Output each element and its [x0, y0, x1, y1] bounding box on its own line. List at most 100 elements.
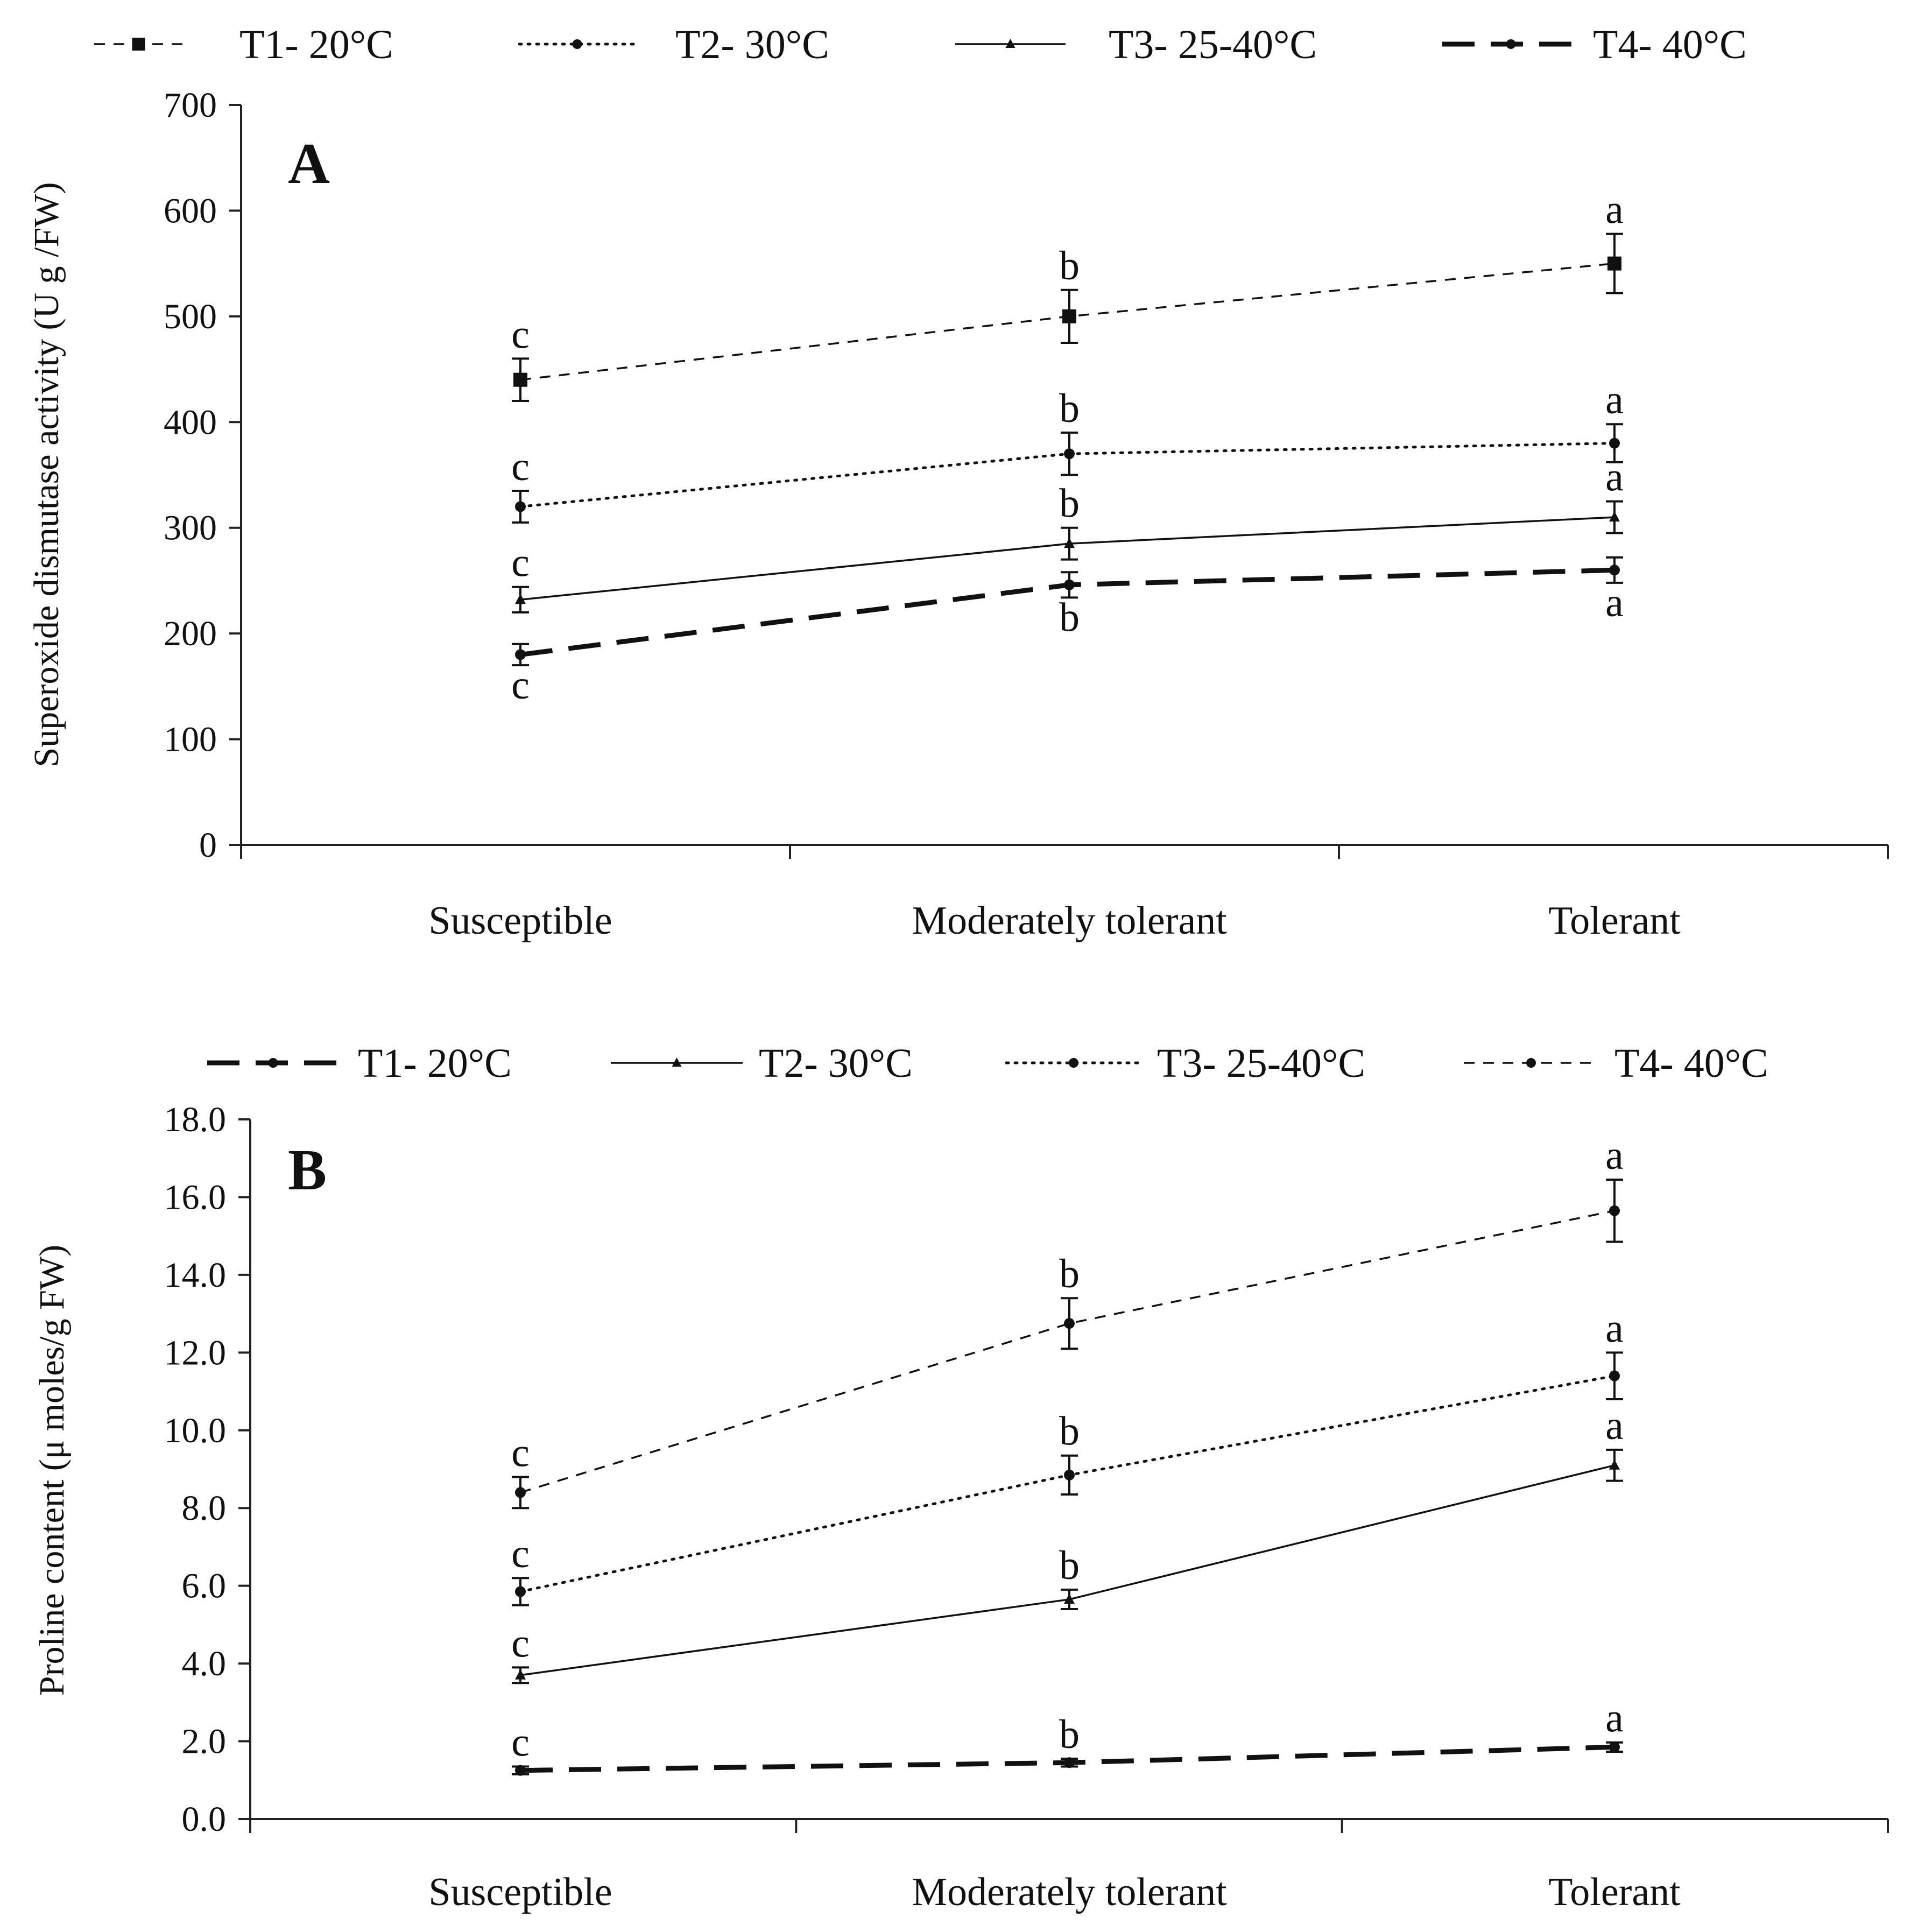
- y-tick-label: 10.0: [164, 1411, 227, 1450]
- series-2: c b a: [511, 1403, 1624, 1684]
- data-point: [1609, 511, 1620, 522]
- series-1: c b a: [511, 187, 1624, 402]
- y-tick-label: 2.0: [182, 1722, 227, 1761]
- legend-marker: [132, 38, 145, 51]
- y-axis-title: Proline content (μ moles/g FW): [32, 1245, 72, 1696]
- x-category-label: Tolerant: [1548, 1870, 1681, 1914]
- significance-letter: c: [511, 1430, 530, 1475]
- significance-letter: a: [1605, 187, 1624, 232]
- data-point: [1609, 438, 1620, 449]
- y-tick-label: 500: [164, 297, 217, 336]
- data-point: [1609, 565, 1620, 576]
- data-point: [1064, 538, 1075, 548]
- data-point: [1609, 1205, 1620, 1216]
- data-point: [1064, 1757, 1075, 1768]
- significance-letter: a: [1605, 1696, 1624, 1741]
- legend-item: T2- 30°C: [611, 1041, 913, 1086]
- y-tick-label: 200: [164, 614, 217, 653]
- legend-item: T4- 40°C: [1442, 22, 1747, 67]
- x-category-label: Susceptible: [428, 1870, 612, 1914]
- legend-label: T3- 25-40°C: [1109, 22, 1317, 67]
- data-point: [515, 501, 526, 512]
- legend-item: T4- 40°C: [1464, 1041, 1768, 1086]
- y-tick-label: 4.0: [182, 1644, 227, 1683]
- y-tick-label: 600: [164, 191, 217, 230]
- series-4: c b a: [511, 556, 1624, 708]
- data-point: [1064, 1593, 1075, 1604]
- data-point: [1062, 309, 1076, 323]
- series-3: c b a: [511, 1306, 1624, 1606]
- legend-item: T1- 20°C: [94, 22, 393, 67]
- y-tick-label: 700: [164, 86, 217, 125]
- y-axis-title: Superoxide dismutase activity (U g /FW): [27, 182, 66, 767]
- significance-letter: c: [511, 444, 530, 489]
- data-point: [1609, 1741, 1620, 1753]
- y-tick-label: 100: [164, 720, 217, 759]
- data-point: [515, 649, 526, 660]
- y-tick-label: 14.0: [164, 1256, 227, 1295]
- legend-marker: [1506, 39, 1516, 49]
- legend-item: T1- 20°C: [207, 1041, 512, 1086]
- legend-label: T1- 20°C: [239, 22, 393, 67]
- y-tick-label: 18.0: [164, 1100, 227, 1139]
- x-category-label: Susceptible: [428, 899, 612, 943]
- data-point: [515, 1765, 526, 1776]
- y-tick-label: 8.0: [182, 1489, 227, 1528]
- data-point: [515, 1487, 526, 1498]
- significance-letter: c: [511, 1620, 530, 1666]
- significance-letter: b: [1059, 1251, 1080, 1296]
- significance-letter: b: [1059, 1543, 1080, 1588]
- significance-letter: a: [1605, 377, 1624, 422]
- x-category-label: Moderately tolerant: [912, 1870, 1227, 1914]
- data-point: [1064, 1469, 1075, 1480]
- y-tick-label: 0: [199, 826, 217, 865]
- significance-letter: b: [1059, 1712, 1080, 1757]
- data-point: [1064, 1318, 1075, 1329]
- data-point: [515, 594, 526, 604]
- significance-letter: c: [511, 1531, 530, 1576]
- y-tick-label: 16.0: [164, 1177, 227, 1217]
- legend-marker: [1069, 1058, 1078, 1068]
- panel-label: B: [288, 1138, 327, 1202]
- legend-item: T2- 30°C: [518, 22, 829, 67]
- data-point: [513, 372, 527, 387]
- significance-letter: b: [1059, 386, 1080, 431]
- x-category-label: Moderately tolerant: [912, 899, 1227, 943]
- series-4: c b a: [511, 1133, 1624, 1510]
- significance-letter: a: [1605, 1306, 1624, 1351]
- data-point: [515, 1586, 526, 1597]
- data-point: [1609, 1370, 1620, 1381]
- data-point: [1609, 1459, 1620, 1470]
- legend-label: T1- 20°C: [358, 1041, 512, 1086]
- significance-letter: a: [1605, 455, 1624, 500]
- data-point: [515, 1669, 526, 1680]
- series-2: c b a: [511, 377, 1624, 524]
- legend-item: T3- 25-40°C: [955, 22, 1317, 67]
- legend-label: T2- 30°C: [675, 22, 829, 67]
- significance-letter: b: [1059, 595, 1080, 640]
- significance-letter: c: [511, 312, 530, 357]
- series-3: c b a: [511, 455, 1624, 614]
- significance-letter: b: [1059, 243, 1080, 288]
- data-point: [1607, 256, 1621, 271]
- significance-letter: b: [1059, 481, 1080, 526]
- chart-panel-b: 0.0 2.0 4.0 6.0 8.0 10.0 12.0 14.0 16.0 18.0 Susce…: [32, 1041, 1889, 1914]
- y-tick-label: 400: [164, 403, 217, 442]
- legend-marker: [572, 39, 582, 49]
- significance-letter: a: [1605, 1133, 1624, 1178]
- data-point: [1064, 579, 1075, 590]
- data-point: [1064, 448, 1075, 460]
- legend-item: T3- 25-40°C: [1005, 1041, 1365, 1086]
- legend-label: T4- 40°C: [1614, 1041, 1768, 1086]
- significance-letter: a: [1605, 1403, 1624, 1448]
- y-tick-label: 300: [164, 509, 217, 548]
- significance-letter: c: [511, 662, 530, 708]
- chart-panel-a: 0 100 200 300 400 500 600 700 Susceptible Moderat…: [27, 22, 1889, 943]
- significance-letter: b: [1059, 1409, 1080, 1454]
- legend-marker: [1005, 39, 1016, 48]
- significance-letter: a: [1605, 580, 1624, 625]
- legend-marker: [1526, 1058, 1536, 1068]
- panel-label: A: [288, 132, 330, 196]
